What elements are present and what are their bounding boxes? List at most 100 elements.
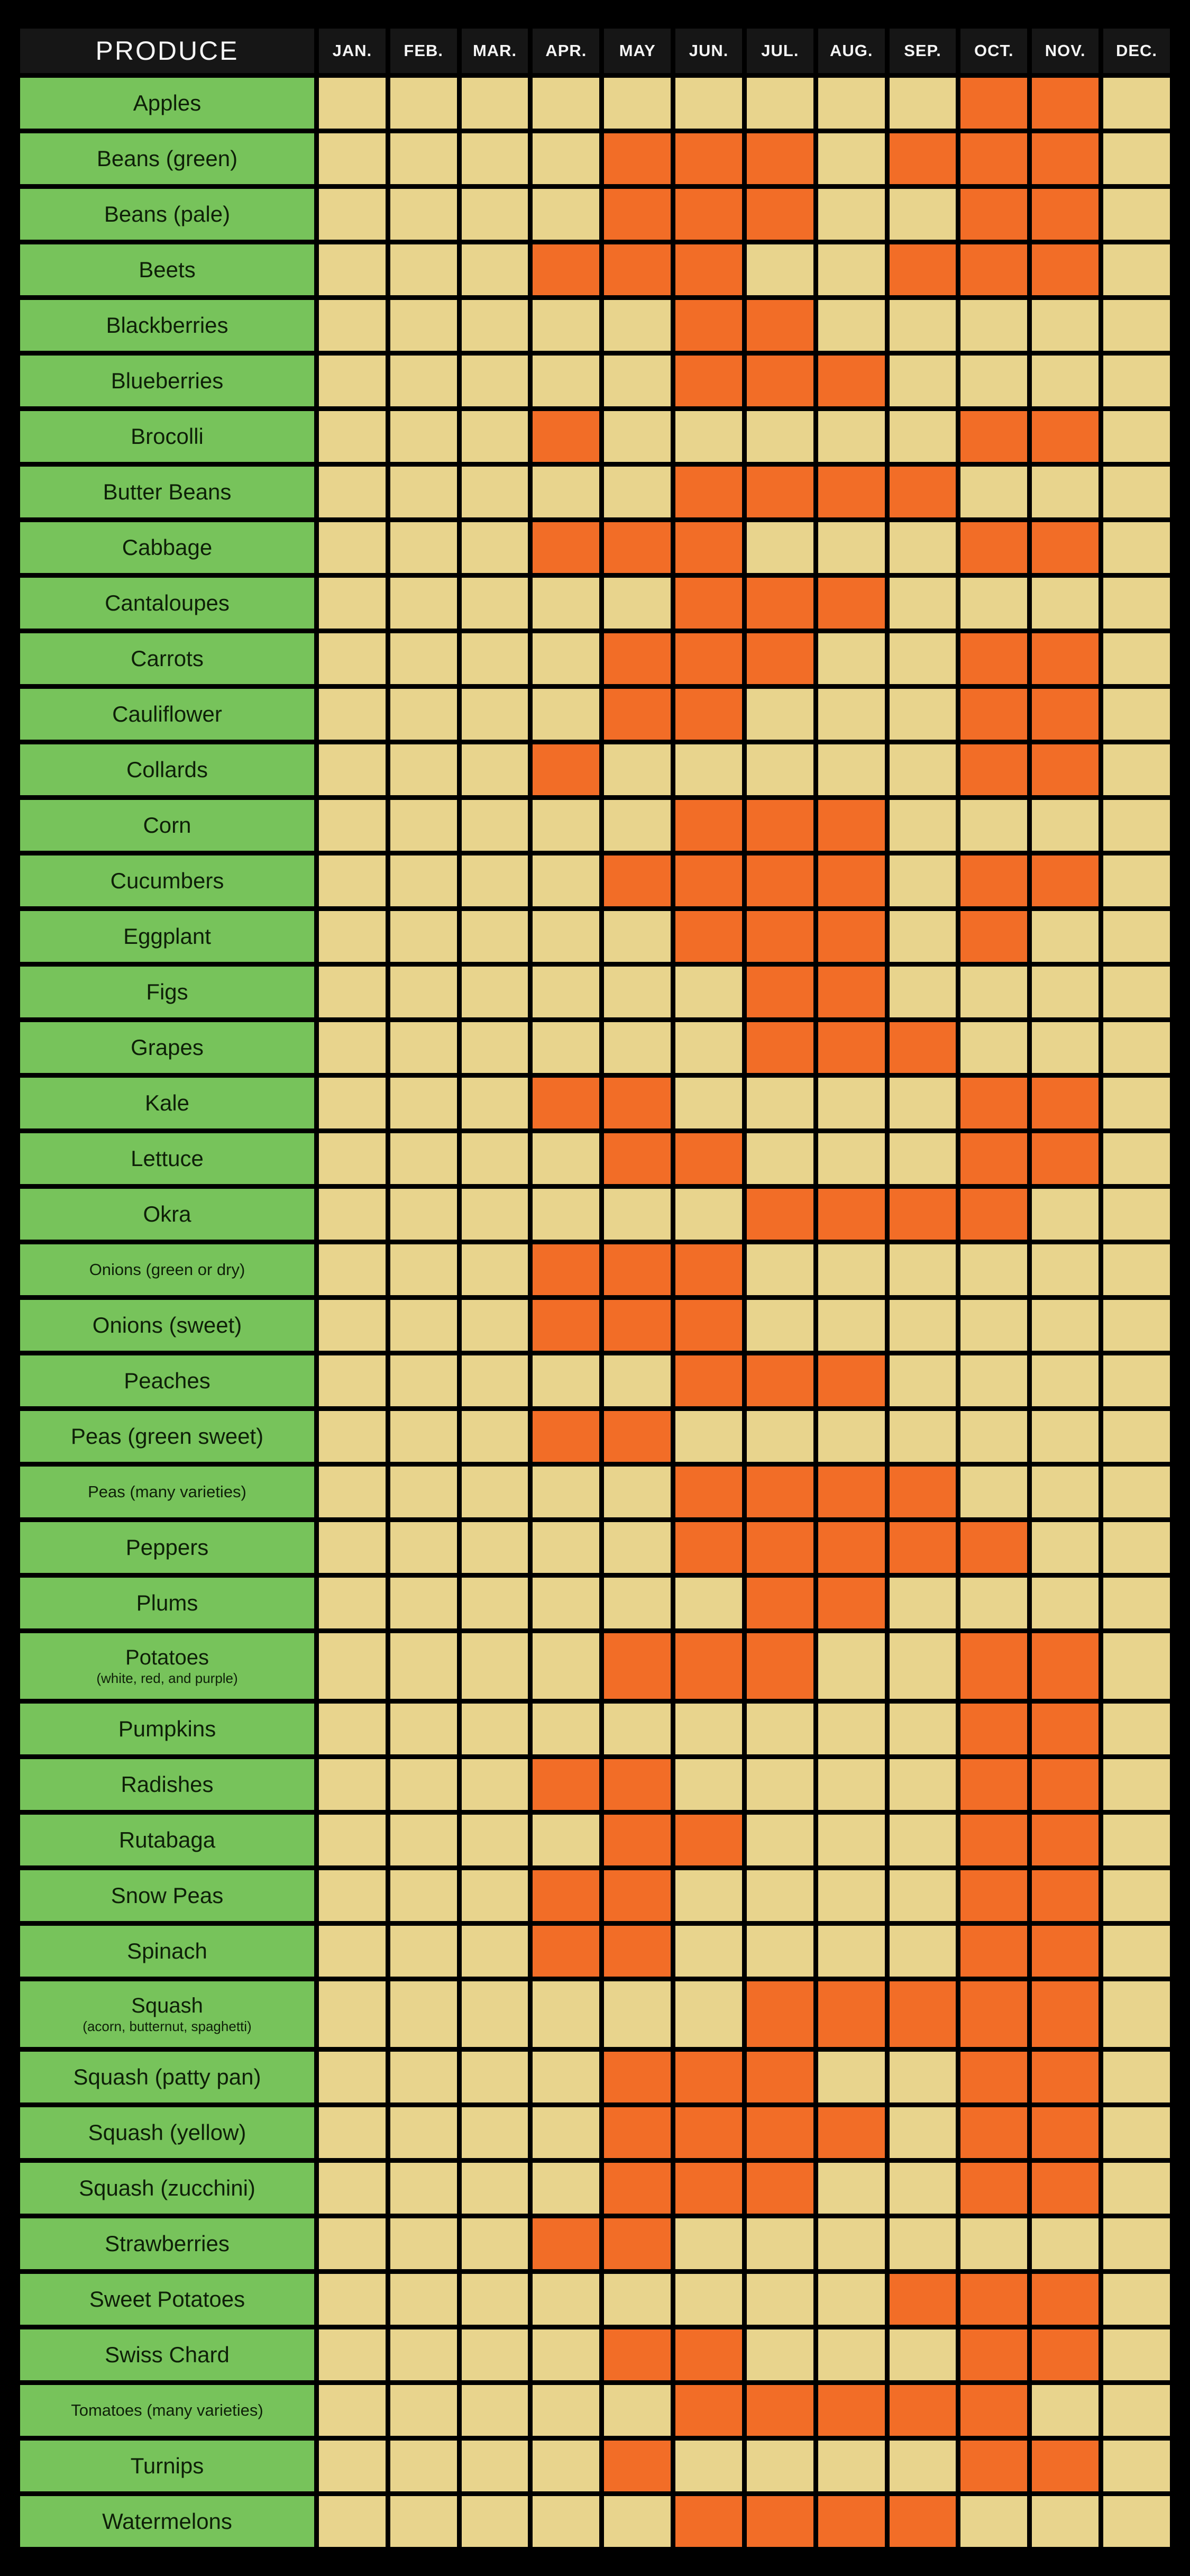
season-cell-available — [889, 1467, 956, 1517]
produce-name: Plums — [136, 1590, 198, 1616]
produce-label: Spinach — [20, 1926, 314, 1977]
season-cell-unavailable — [390, 1926, 457, 1977]
season-cell-unavailable — [889, 189, 956, 240]
season-cell-unavailable — [675, 1411, 742, 1462]
season-cell-available — [675, 1522, 742, 1573]
season-cell-unavailable — [461, 855, 528, 906]
month-header-mar: MAR. — [461, 29, 528, 73]
season-cell-unavailable — [746, 1244, 813, 1295]
season-cell-unavailable — [960, 1022, 1028, 1073]
season-cell-available — [960, 633, 1028, 684]
season-cell-unavailable — [533, 133, 600, 184]
season-cell-available — [818, 2107, 885, 2158]
season-cell-unavailable — [604, 467, 671, 517]
season-cell-unavailable — [390, 2329, 457, 2380]
season-cell-available — [675, 300, 742, 351]
season-cell-unavailable — [1103, 411, 1170, 462]
produce-label: Figs — [20, 967, 314, 1017]
season-cell-unavailable — [390, 1411, 457, 1462]
season-cell-available — [818, 800, 885, 851]
season-cell-unavailable — [319, 1633, 386, 1699]
produce-label: Potatoes (white, red, and purple) — [20, 1633, 314, 1699]
produce-row: Carrots — [20, 633, 1170, 684]
season-cell-unavailable — [461, 467, 528, 517]
season-cell-unavailable — [390, 522, 457, 573]
season-cell-available — [675, 2329, 742, 2380]
season-cell-available — [746, 1189, 813, 1240]
season-cell-unavailable — [746, 411, 813, 462]
season-cell-available — [675, 2163, 742, 2214]
season-cell-unavailable — [1103, 78, 1170, 129]
season-cell-available — [604, 522, 671, 573]
season-cell-unavailable — [461, 2107, 528, 2158]
season-cell-unavailable — [889, 522, 956, 573]
season-cell-unavailable — [533, 800, 600, 851]
month-header-dec: DEC. — [1103, 29, 1170, 73]
season-cell-available — [604, 2107, 671, 2158]
season-cell-unavailable — [390, 1522, 457, 1573]
season-cell-unavailable — [533, 2163, 600, 2214]
season-cell-unavailable — [533, 2274, 600, 2325]
season-cell-available — [1032, 744, 1099, 795]
season-cell-unavailable — [889, 744, 956, 795]
season-cell-unavailable — [319, 467, 386, 517]
season-cell-unavailable — [390, 133, 457, 184]
season-cell-available — [675, 2107, 742, 2158]
season-cell-unavailable — [461, 578, 528, 629]
produce-row: Onions (sweet) — [20, 1300, 1170, 1351]
produce-label: Plums — [20, 1578, 314, 1628]
produce-label: Lettuce — [20, 1133, 314, 1184]
season-cell-unavailable — [889, 911, 956, 962]
season-cell-unavailable — [1032, 1022, 1099, 1073]
season-cell-available — [960, 2052, 1028, 2102]
season-cell-unavailable — [319, 2218, 386, 2269]
produce-row: Corn — [20, 800, 1170, 851]
produce-label: Eggplant — [20, 911, 314, 962]
season-cell-unavailable — [533, 467, 600, 517]
season-cell-unavailable — [461, 800, 528, 851]
season-cell-available — [818, 1981, 885, 2047]
season-cell-available — [675, 1467, 742, 1517]
season-cell-available — [746, 189, 813, 240]
season-cell-available — [889, 244, 956, 295]
produce-row: Swiss Chard — [20, 2329, 1170, 2380]
season-cell-available — [889, 133, 956, 184]
produce-name: Blueberries — [111, 368, 224, 394]
season-cell-available — [960, 1522, 1028, 1573]
season-cell-available — [1032, 1704, 1099, 1754]
season-cell-unavailable — [889, 1633, 956, 1699]
season-cell-unavailable — [889, 1815, 956, 1865]
season-cell-unavailable — [461, 2441, 528, 2491]
season-cell-unavailable — [960, 967, 1028, 1017]
season-cell-unavailable — [604, 78, 671, 129]
season-cell-unavailable — [1103, 2107, 1170, 2158]
season-cell-unavailable — [390, 1981, 457, 2047]
season-cell-unavailable — [1103, 800, 1170, 851]
season-cell-available — [1032, 2107, 1099, 2158]
season-cell-available — [1032, 189, 1099, 240]
produce-label: Pumpkins — [20, 1704, 314, 1754]
season-cell-available — [675, 689, 742, 740]
season-cell-unavailable — [818, 1411, 885, 1462]
season-cell-unavailable — [390, 1870, 457, 1921]
season-cell-unavailable — [390, 2274, 457, 2325]
season-cell-unavailable — [390, 411, 457, 462]
season-cell-unavailable — [1103, 1467, 1170, 1517]
produce-name: Beets — [139, 257, 196, 283]
season-cell-unavailable — [390, 1633, 457, 1699]
season-cell-unavailable — [746, 1133, 813, 1184]
season-cell-available — [675, 1633, 742, 1699]
season-cell-available — [675, 189, 742, 240]
produce-name: Figs — [146, 979, 188, 1005]
season-cell-unavailable — [675, 1578, 742, 1628]
produce-row: Watermelons — [20, 2496, 1170, 2547]
season-cell-available — [746, 1981, 813, 2047]
season-cell-unavailable — [390, 1078, 457, 1128]
season-cell-unavailable — [533, 2107, 600, 2158]
produce-label: Peas (green sweet) — [20, 1411, 314, 1462]
produce-label: Squash (yellow) — [20, 2107, 314, 2158]
season-cell-available — [1032, 855, 1099, 906]
season-cell-unavailable — [461, 2496, 528, 2547]
produce-name: Squash (zucchini) — [79, 2176, 255, 2201]
month-header-aug: AUG. — [818, 29, 885, 73]
